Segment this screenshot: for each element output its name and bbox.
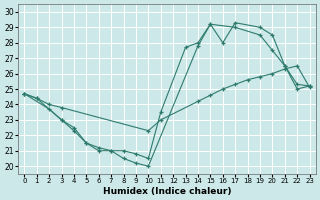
X-axis label: Humidex (Indice chaleur): Humidex (Indice chaleur) xyxy=(103,187,231,196)
